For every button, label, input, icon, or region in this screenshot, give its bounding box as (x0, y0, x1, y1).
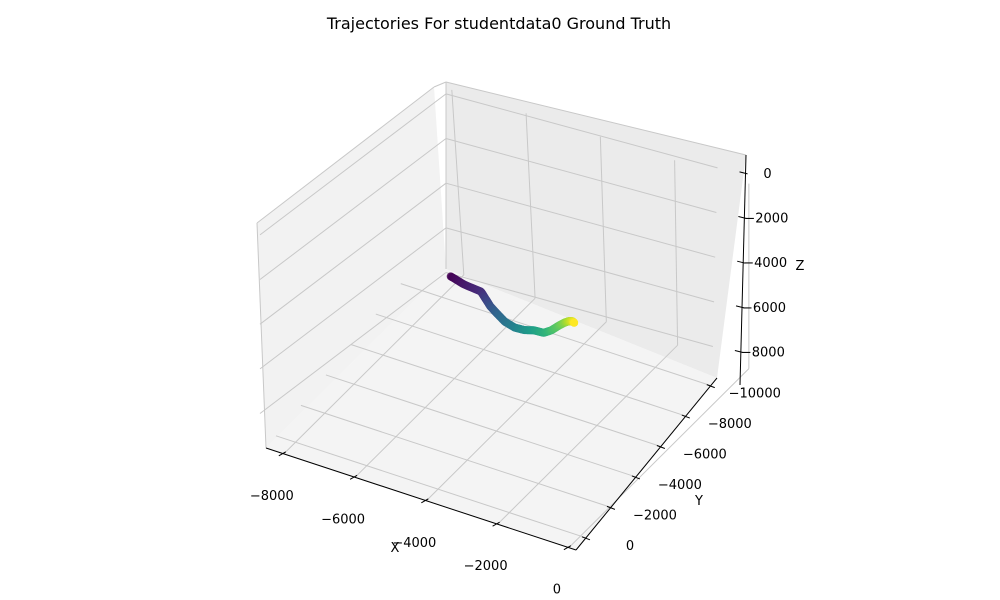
z-gridline-back (445, 182, 716, 258)
x-gridline-floor (497, 344, 678, 525)
x-gridline-wall (674, 160, 679, 346)
x-gridline-floor (568, 368, 750, 549)
z-gridline-left (259, 138, 447, 280)
x-gridline-floor (283, 274, 465, 455)
x-tick-label: −2000 (464, 559, 508, 574)
z-tick-label: −6000 (742, 301, 786, 316)
z-tick-mark (739, 171, 748, 175)
pane-left (257, 87, 446, 448)
x-gridline-floor (354, 297, 536, 478)
y-gridline-floor (350, 344, 662, 447)
y-gridline-floor (325, 374, 637, 478)
y-gridline-floor (300, 404, 612, 508)
pane-back (446, 82, 746, 378)
z-axis-label: Z (796, 259, 805, 274)
x-gridline-wall (451, 89, 465, 275)
x-tick-mark (492, 521, 500, 527)
trajectory-point (570, 318, 579, 327)
x-gridline-wall (525, 113, 536, 299)
z-gridline-left (259, 227, 447, 370)
ticks: −8000 −6000 −4000 −2000 0 0 −2000 −4000 −6000 −80… (250, 167, 789, 598)
z-axis-line (739, 154, 747, 386)
pane-edge (445, 81, 747, 156)
z-tick-mark (735, 305, 745, 309)
axes (265, 154, 747, 551)
z-tick-label: 0 (763, 167, 771, 182)
x-tick-label: 0 (553, 583, 561, 598)
y-tick-label: −4000 (658, 478, 702, 493)
y-gridline-floor (400, 283, 711, 387)
x-tick-mark (349, 474, 358, 480)
y-gridline-floor (275, 435, 587, 539)
gridlines (256, 81, 750, 549)
y-tick-label: −6000 (683, 447, 727, 462)
trajectory-points (446, 272, 579, 337)
x-tick-label: −8000 (250, 489, 294, 504)
axes-panes (257, 82, 746, 550)
z-gridline-left (259, 93, 447, 236)
chart-title: Trajectories For studentdata0 Ground Tru… (326, 14, 671, 33)
x-gridline-floor (425, 321, 607, 502)
y-tick-mark (656, 445, 666, 449)
y-tick-mark (631, 475, 641, 480)
x-axis-label: X (391, 541, 400, 556)
z-gridline-back (445, 138, 717, 214)
x-axis-line (265, 447, 577, 551)
y-tick-mark (706, 384, 715, 389)
z-tick-mark (734, 350, 743, 353)
z-tick-mark (737, 260, 746, 264)
y-axis-label: Y (694, 494, 703, 509)
z-gridline-left (259, 182, 447, 325)
z-gridline-back (445, 272, 714, 347)
y-tick-label: −8000 (708, 417, 752, 432)
z-gridline-left (259, 272, 447, 414)
z-tick-label: −4000 (743, 256, 787, 271)
y-tick-label: −2000 (633, 508, 677, 523)
z-tick-label: −8000 (741, 346, 785, 361)
y-tick-mark (581, 536, 591, 541)
z-tick-label: −2000 (744, 212, 788, 227)
z-gridline-back (445, 93, 718, 169)
pane-floor (266, 269, 717, 550)
y-tick-label: 0 (626, 539, 634, 554)
z-tick-mark (738, 216, 747, 220)
x-tick-mark (563, 545, 572, 551)
pane-edge (256, 86, 435, 224)
y-axis-line (575, 377, 718, 551)
y-tick-mark (606, 505, 616, 510)
y-tick-label: −10000 (729, 387, 781, 402)
z-gridline-back (445, 227, 715, 303)
x-tick-mark (421, 498, 429, 504)
pane-edge (433, 81, 447, 88)
x-tick-mark (278, 451, 287, 457)
x-gridline-wall (599, 136, 607, 322)
x-tick-label: −4000 (392, 536, 436, 551)
y-tick-mark (681, 414, 690, 419)
x-tick-label: −6000 (321, 512, 365, 527)
pane-edge (256, 222, 267, 449)
y-gridline-floor (375, 313, 686, 417)
